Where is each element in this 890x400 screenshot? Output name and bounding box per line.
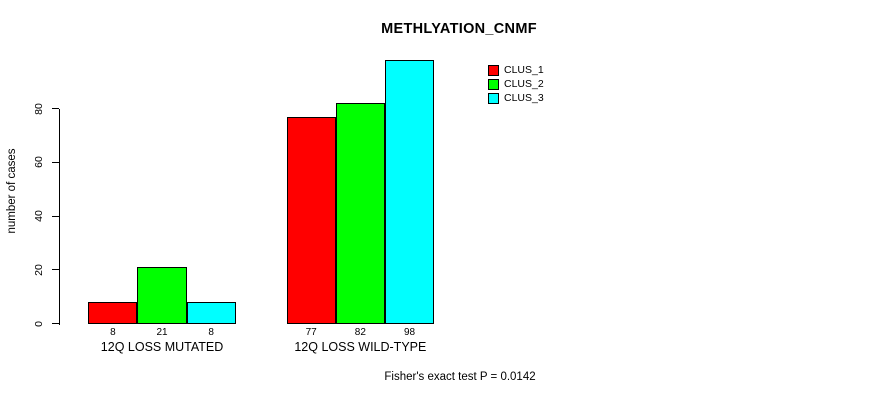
legend-label: CLUS_2	[504, 78, 544, 91]
y-tick-label: 60	[33, 156, 45, 169]
legend: CLUS_1 CLUS_2 CLUS_3	[488, 64, 544, 105]
y-tick	[52, 161, 59, 163]
bar-clus_3-group1	[186, 302, 236, 324]
bar-value-label: 77	[305, 326, 317, 338]
y-tick-label: 20	[33, 263, 45, 276]
bar-clus_2-group2	[335, 103, 385, 324]
legend-swatch	[488, 65, 499, 77]
legend-item-clus_2: CLUS_2	[488, 78, 544, 92]
y-axis-line	[59, 108, 60, 325]
bar-value-label: 98	[403, 326, 416, 338]
bar-clus_3-group2	[384, 60, 435, 324]
legend-swatch	[488, 79, 499, 91]
y-tick	[52, 215, 59, 217]
stat-annotation: Fisher's exact test P = 0.0142	[384, 371, 536, 383]
legend-item-clus_1: CLUS_1	[488, 64, 544, 78]
x-group-label: 12Q LOSS WILD-TYPE	[294, 340, 427, 354]
y-tick	[52, 108, 59, 109]
bar-clus_1-group2	[286, 116, 336, 324]
bar-clus_2-group1	[137, 267, 187, 324]
legend-label: CLUS_3	[504, 91, 544, 104]
y-tick	[52, 269, 59, 271]
bar-clus_1-group1	[88, 302, 138, 324]
bar-value-label: 21	[156, 326, 168, 338]
y-tick-label: 0	[33, 320, 45, 327]
bar-value-label: 82	[354, 326, 366, 338]
chart-title: METHLYATION_CNMF	[381, 21, 537, 37]
bar-value-label: 8	[110, 326, 116, 338]
legend-item-clus_3: CLUS_3	[488, 91, 544, 105]
y-tick-label: 80	[33, 102, 45, 115]
legend-label: CLUS_1	[504, 64, 544, 77]
y-tick-label: 40	[33, 210, 45, 222]
legend-swatch	[488, 92, 499, 104]
y-tick	[52, 323, 59, 324]
bar-value-label: 8	[208, 326, 214, 338]
x-group-label: 12Q LOSS MUTATED	[100, 340, 224, 354]
